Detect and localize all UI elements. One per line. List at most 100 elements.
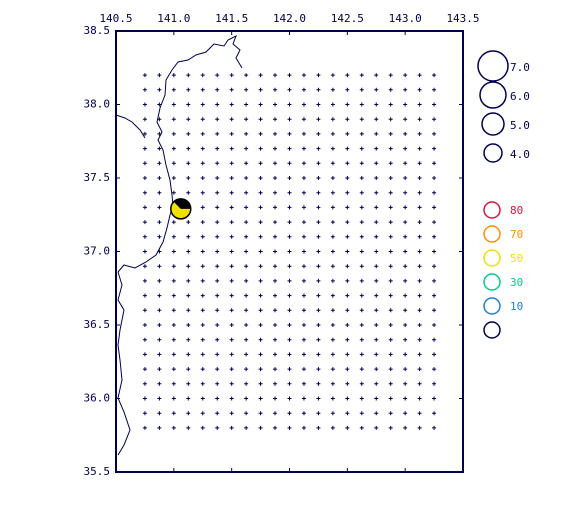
grid-point: [388, 190, 393, 195]
grid-point: [345, 205, 350, 210]
grid-point: [345, 352, 350, 357]
magnitude-legend-circle: [477, 50, 509, 82]
grid-point: [244, 396, 249, 401]
grid-point: [316, 278, 321, 283]
grid-point: [244, 190, 249, 195]
grid-point: [229, 425, 234, 430]
grid-point: [374, 87, 379, 92]
grid-point: [142, 190, 147, 195]
grid-point: [345, 396, 350, 401]
grid-point: [200, 131, 205, 136]
grid-point: [374, 234, 379, 239]
grid-point: [200, 411, 205, 416]
y-tick-label: 38.0: [84, 98, 111, 111]
grid-point: [186, 367, 191, 372]
grid-point: [287, 367, 292, 372]
grid-point: [432, 146, 437, 151]
grid-point: [417, 220, 422, 225]
grid-point: [258, 87, 263, 92]
grid-point: [171, 73, 176, 78]
grid-point: [244, 176, 249, 180]
grid-point: [330, 411, 335, 416]
grid-point: [432, 264, 437, 269]
grid-point: [374, 131, 379, 136]
grid-point: [388, 220, 393, 225]
grid-point: [374, 176, 379, 180]
grid-point: [287, 381, 292, 386]
grid-point: [258, 117, 263, 122]
grid-point: [258, 367, 263, 372]
grid-point: [273, 411, 278, 416]
grid-point: [215, 117, 220, 122]
grid-point: [142, 234, 147, 239]
grid-point: [345, 161, 350, 166]
grid-point: [359, 234, 364, 239]
grid-point: [200, 293, 205, 298]
grid-point: [287, 161, 292, 166]
grid-point: [215, 425, 220, 430]
grid-point: [229, 220, 234, 225]
grid-point: [432, 396, 437, 401]
grid-point: [273, 249, 278, 254]
grid-point: [359, 367, 364, 372]
grid-point: [345, 234, 350, 239]
grid-point: [258, 308, 263, 313]
grid-point: [359, 87, 364, 92]
grid-point: [374, 293, 379, 298]
grid-point: [359, 220, 364, 225]
grid-point: [316, 205, 321, 210]
grid-point: [229, 146, 234, 151]
grid-point: [330, 396, 335, 401]
grid-point: [330, 293, 335, 298]
grid-point: [215, 220, 220, 225]
grid-point: [157, 293, 162, 298]
depth-legend-label: 30: [510, 276, 523, 289]
grid-point: [388, 381, 393, 386]
grid-point: [200, 323, 205, 327]
grid-point: [287, 117, 292, 122]
grid-point: [301, 367, 306, 372]
grid-point: [345, 131, 350, 136]
grid-point: [388, 87, 393, 92]
grid-point: [417, 381, 422, 386]
grid-point: [244, 323, 249, 327]
grid-point: [359, 131, 364, 136]
grid-point: [374, 102, 379, 107]
grid-point: [287, 308, 292, 313]
grid-point: [215, 396, 220, 401]
grid-point: [287, 278, 292, 283]
x-tick-label: 141.0: [157, 12, 190, 25]
grid-point: [171, 308, 176, 313]
grid-point: [157, 249, 162, 254]
grid-point: [229, 87, 234, 92]
grid-point: [330, 425, 335, 430]
grid-point: [432, 190, 437, 195]
grid-point: [432, 308, 437, 313]
grid-point: [388, 278, 393, 283]
x-tick-label: 142.0: [273, 12, 306, 25]
grid-point: [374, 220, 379, 225]
grid-point: [142, 308, 147, 313]
grid-point: [330, 73, 335, 78]
grid-point: [157, 117, 162, 122]
grid-point: [287, 146, 292, 151]
grid-point: [301, 117, 306, 122]
grid-point: [316, 293, 321, 298]
grid-point: [171, 381, 176, 386]
grid-point: [186, 220, 191, 225]
grid-point: [345, 73, 350, 78]
grid-point: [345, 146, 350, 151]
grid-point: [403, 234, 408, 239]
grid-point: [432, 73, 437, 78]
magnitude-legend-circle: [479, 81, 507, 109]
grid-point: [359, 352, 364, 357]
grid-point: [229, 176, 234, 180]
depth-legend-circle: [483, 321, 501, 339]
grid-point: [157, 337, 162, 342]
grid-point: [273, 352, 278, 357]
grid-point: [273, 337, 278, 342]
grid-point: [359, 381, 364, 386]
grid-point: [273, 73, 278, 78]
grid-point: [316, 161, 321, 166]
grid-point: [330, 190, 335, 195]
